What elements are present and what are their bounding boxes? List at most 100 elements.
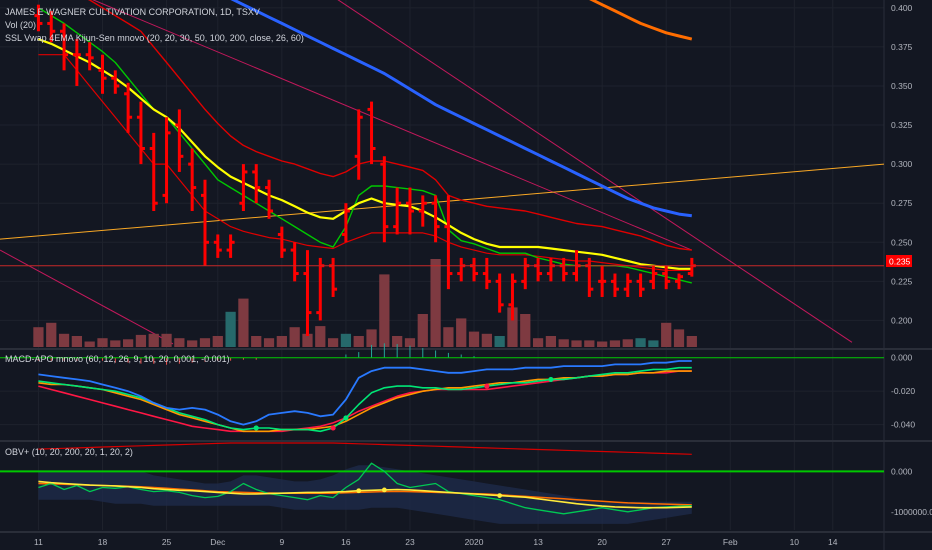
volume-bar	[84, 341, 95, 347]
vol-legend[interactable]: Vol (20)	[5, 20, 36, 30]
trend-line-3	[0, 163, 885, 240]
obv-legend[interactable]: OBV+ (10, 20, 200, 20, 1, 20, 2)	[5, 447, 133, 457]
volume-bar	[110, 340, 121, 347]
ohlc-bar	[405, 187, 414, 235]
volume-bar	[225, 311, 236, 347]
macd-cross-marker	[548, 376, 554, 383]
time-tick-label[interactable]: 11	[34, 537, 43, 547]
obv-pane[interactable]	[0, 442, 884, 524]
ohlc-bar	[598, 265, 607, 297]
volume-bar	[122, 339, 134, 347]
ohlc-bar	[124, 82, 133, 133]
volume-bar	[609, 340, 621, 347]
volume-bar	[648, 340, 659, 347]
price-tick-label[interactable]: 0.400	[891, 3, 913, 13]
macd-tick-label[interactable]: -0.020	[891, 386, 915, 396]
price-tick-label[interactable]: 0.250	[891, 237, 913, 247]
ohlc-bar	[444, 195, 453, 290]
price-tick-label[interactable]: 0.225	[891, 276, 913, 286]
price-tick-label[interactable]: 0.325	[891, 120, 913, 130]
volume-bar	[686, 336, 697, 347]
macd-tick-label[interactable]: -0.040	[891, 420, 915, 430]
time-tick-label[interactable]: Dec	[210, 537, 226, 547]
time-tick-label[interactable]: 10	[790, 537, 800, 547]
ohlc-bar	[226, 234, 235, 258]
price-bars	[34, 4, 696, 337]
obv-band-fill	[38, 465, 692, 524]
volume-bar	[251, 336, 262, 347]
ssl-legend[interactable]: SSL Vwap 4EMA Kijun-Sen mnovo (20, 20, 3…	[5, 33, 304, 43]
volume-bar	[97, 338, 108, 347]
time-tick-label[interactable]: Feb	[723, 537, 738, 547]
ohlc-bar	[252, 164, 261, 204]
macd-legend[interactable]: MACD-APO mnovo (60, 12, 26, 9, 10, 20, 0…	[5, 354, 230, 364]
price-pane[interactable]	[0, 0, 885, 347]
volume-bar	[289, 327, 300, 347]
last-price-value: 0.235	[889, 257, 911, 267]
volume-bar	[597, 341, 608, 347]
time-tick-label[interactable]: 2020	[465, 537, 484, 547]
ohlc-bar	[649, 265, 658, 290]
macd-pane[interactable]	[0, 343, 884, 433]
time-tick-label[interactable]: 13	[533, 537, 543, 547]
time-tick-label[interactable]: 23	[405, 537, 415, 547]
time-tick-label[interactable]: 14	[828, 537, 838, 547]
macd-cross-marker	[343, 415, 349, 421]
volume-bar	[571, 340, 582, 347]
volume-bar	[340, 333, 352, 347]
price-scale[interactable]: 0.400 0.375 0.350 0.325 0.300 0.275 0.250 0.225…	[891, 3, 932, 517]
ohlc-bar	[111, 70, 120, 94]
volume-bar	[622, 339, 633, 347]
volume-bar	[187, 340, 198, 347]
ohlc-bar	[277, 226, 286, 258]
price-tick-label[interactable]: 0.200	[891, 315, 913, 325]
ohlc-bar	[239, 164, 248, 212]
time-scale[interactable]: 11 18 25 Dec 9 16 23 2020 13 20 27 Feb 10 14	[34, 537, 838, 547]
time-tick-label[interactable]: 16	[341, 537, 351, 547]
obv-tick-label[interactable]: 0.000	[891, 466, 913, 476]
obv-tick-label[interactable]: -1000000.000	[891, 507, 932, 517]
ohlc-bar	[290, 242, 299, 282]
price-tick-label[interactable]: 0.350	[891, 81, 913, 91]
price-tick-label[interactable]: 0.275	[891, 198, 913, 208]
ohlc-bar	[636, 273, 645, 297]
time-tick-label[interactable]: 27	[661, 537, 671, 547]
ema-blue-line	[230, 0, 692, 218]
volume-bar	[520, 314, 531, 347]
time-tick-label[interactable]: 25	[162, 537, 172, 547]
trend-line-0	[92, 0, 693, 251]
obv-yellow-line	[38, 480, 692, 509]
volume-bar	[135, 334, 147, 347]
ohlc-bar	[34, 4, 43, 32]
ohlc-bar	[303, 250, 312, 337]
ohlc-bar	[482, 257, 491, 290]
ohlc-bar	[675, 273, 684, 290]
volume-bar	[532, 338, 544, 347]
obv-orange-line	[38, 482, 692, 506]
price-tick-label[interactable]: 0.300	[891, 159, 913, 169]
ohlc-bar	[200, 179, 209, 266]
obv-lines	[0, 442, 884, 515]
ohlc-bar	[47, 10, 56, 43]
volume-bar	[558, 339, 569, 347]
volume-bar	[468, 331, 480, 347]
ohlc-bar	[354, 109, 363, 180]
time-tick-label[interactable]: 18	[98, 537, 108, 547]
price-tick-label[interactable]: 0.375	[891, 42, 913, 52]
macd-cross-marker	[330, 425, 336, 431]
time-tick-label[interactable]: 9	[279, 537, 284, 547]
macd-tick-label[interactable]: 0.000	[891, 353, 913, 363]
macd-lines	[38, 360, 692, 433]
volume-bar	[584, 340, 595, 347]
main-legend-title[interactable]: JAMES E WAGNER CULTIVATION CORPORATION, …	[5, 7, 260, 17]
volume-bar	[212, 336, 223, 347]
time-tick-label[interactable]: 20	[597, 537, 607, 547]
ohlc-bar	[623, 273, 632, 297]
ohlc-bar	[175, 109, 184, 172]
volume-bar	[366, 329, 377, 347]
volume-bar	[661, 322, 672, 347]
volume-bar	[71, 336, 82, 347]
macd-blue-line	[38, 360, 692, 426]
